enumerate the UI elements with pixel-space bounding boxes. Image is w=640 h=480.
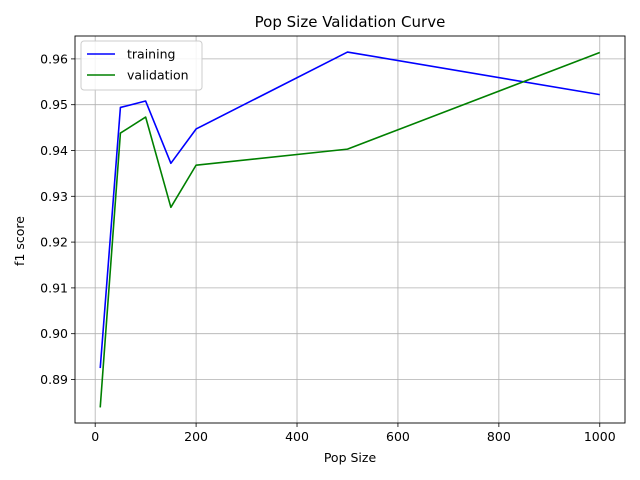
y-tick-label: 0.96 xyxy=(40,51,68,66)
y-tick-label: 0.95 xyxy=(40,97,68,112)
y-axis-ticks: 0.89 0.90 0.91 0.92 0.93 0.94 0.95 0.96 xyxy=(40,51,75,387)
legend-label-validation: validation xyxy=(127,68,189,83)
series-lines xyxy=(99,51,601,408)
grid xyxy=(75,36,625,423)
y-tick-label: 0.90 xyxy=(40,326,68,341)
series-line-validation xyxy=(99,51,601,408)
series-line-training xyxy=(99,51,600,369)
legend: training validation xyxy=(80,40,203,91)
y-tick-label: 0.94 xyxy=(40,143,68,158)
legend-label-training: training xyxy=(127,47,175,62)
y-tick-label: 0.89 xyxy=(40,372,68,387)
chart-title: Pop Size Validation Curve xyxy=(255,13,446,31)
x-tick-label: 600 xyxy=(386,429,410,444)
y-axis-label: f1 score xyxy=(12,216,27,266)
x-tick-label: 400 xyxy=(285,429,309,444)
plot-frame xyxy=(74,35,626,424)
x-tick-label: 1000 xyxy=(584,429,616,444)
y-tick-label: 0.91 xyxy=(40,280,68,295)
y-tick-label: 0.93 xyxy=(40,189,68,204)
x-tick-label: 200 xyxy=(184,429,208,444)
x-tick-label: 0 xyxy=(91,429,99,444)
x-axis-ticks: 0 200 400 600 800 1000 xyxy=(91,423,616,444)
y-tick-label: 0.92 xyxy=(40,235,68,250)
x-axis-label: Pop Size xyxy=(324,450,377,465)
x-tick-label: 800 xyxy=(487,429,511,444)
